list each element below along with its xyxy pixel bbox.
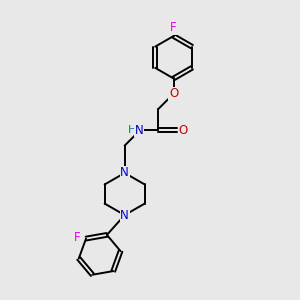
Text: F: F xyxy=(170,21,177,34)
Text: H: H xyxy=(128,125,136,135)
Text: N: N xyxy=(135,124,144,137)
Text: F: F xyxy=(74,231,80,244)
Text: O: O xyxy=(178,124,188,137)
Text: O: O xyxy=(169,87,178,100)
Text: N: N xyxy=(120,167,129,179)
Text: N: N xyxy=(120,208,129,222)
